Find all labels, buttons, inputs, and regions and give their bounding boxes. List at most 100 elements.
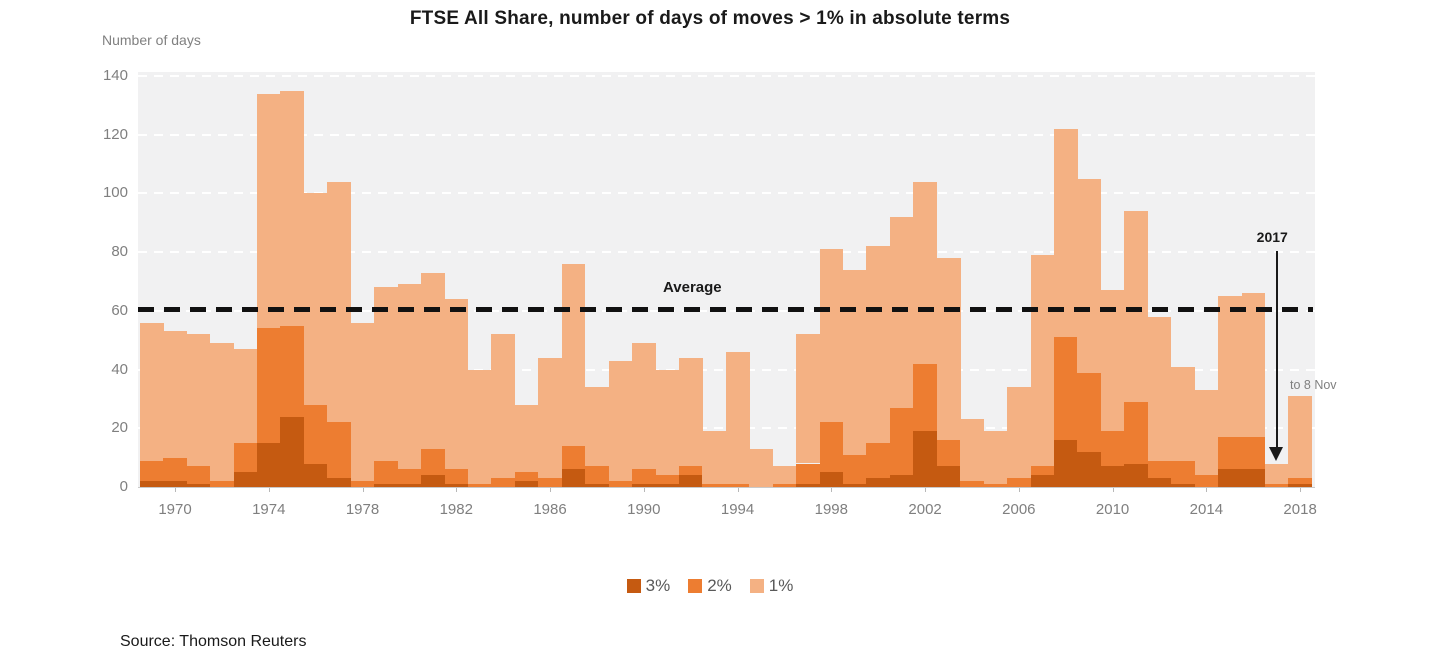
bar-1974-segment-3pct bbox=[257, 442, 281, 487]
bar-1975-segment-1pct bbox=[280, 90, 305, 326]
bar-1998-segment-2pct bbox=[819, 422, 844, 473]
bar-1973-segment-3pct bbox=[233, 472, 258, 487]
legend-item-3pct: 3% bbox=[626, 576, 671, 596]
bar-1971-segment-3pct bbox=[186, 484, 211, 487]
bar-1992-segment-3pct bbox=[678, 475, 703, 487]
bar-2009-segment-2pct bbox=[1077, 372, 1102, 452]
bar-2000-segment-3pct bbox=[866, 478, 891, 487]
bar-1974-segment-1pct bbox=[257, 93, 281, 329]
bar-1998-segment-3pct bbox=[819, 472, 844, 487]
bar-2006-segment-2pct bbox=[1007, 478, 1031, 487]
bar-1982-segment-2pct bbox=[444, 469, 469, 485]
y-tick-label-20: 20 bbox=[111, 419, 128, 437]
bar-1982-segment-1pct bbox=[444, 299, 469, 470]
bar-2002-segment-1pct bbox=[913, 181, 938, 364]
bar-2015-segment-3pct bbox=[1218, 469, 1242, 487]
bar-1996-segment-1pct bbox=[772, 466, 797, 485]
bar-2012-segment-1pct bbox=[1147, 316, 1172, 461]
bar-1994-segment-2pct bbox=[725, 484, 750, 487]
bar-2017-segment-2pct bbox=[1264, 484, 1289, 487]
x-tick-mark-1978 bbox=[362, 488, 364, 492]
bar-1982-segment-3pct bbox=[444, 484, 469, 487]
bar-2002-segment-3pct bbox=[913, 431, 938, 487]
bar-1997-segment-3pct bbox=[796, 484, 820, 487]
annotation-2017-arrow-line bbox=[1275, 251, 1278, 449]
bar-1969-segment-2pct bbox=[139, 460, 164, 482]
x-tick-label-1986: 1986 bbox=[533, 501, 567, 518]
bar-2004-segment-1pct bbox=[960, 419, 984, 482]
x-tick-label-2002: 2002 bbox=[908, 501, 942, 518]
legend-label-2pct: 2% bbox=[707, 576, 732, 595]
bar-1999-segment-3pct bbox=[843, 484, 867, 487]
y-tick-label-40: 40 bbox=[111, 360, 128, 378]
bar-2018-segment-2pct bbox=[1288, 478, 1313, 485]
bar-2009-segment-1pct bbox=[1077, 178, 1102, 373]
bar-1989-segment-2pct bbox=[608, 481, 633, 487]
bar-1974-segment-2pct bbox=[257, 328, 281, 443]
source-text: Source: Thomson Reuters bbox=[120, 633, 307, 650]
x-tick-mark-1974 bbox=[268, 488, 270, 492]
x-tick-mark-1998 bbox=[831, 488, 833, 492]
bar-1997-segment-2pct bbox=[796, 463, 820, 485]
bar-1991-segment-2pct bbox=[655, 475, 680, 485]
bar-1984-segment-1pct bbox=[491, 334, 516, 479]
bar-2002-segment-2pct bbox=[913, 363, 938, 432]
bar-2005-segment-2pct bbox=[983, 484, 1008, 487]
x-tick-mark-1990 bbox=[643, 488, 645, 492]
bar-2007-segment-3pct bbox=[1030, 475, 1055, 487]
annotation-2017-arrow-head bbox=[1268, 446, 1283, 461]
x-tick-mark-2010 bbox=[1112, 488, 1114, 492]
bar-1986-segment-2pct bbox=[538, 478, 563, 487]
x-tick-mark-2014 bbox=[1206, 488, 1208, 492]
bar-2005-segment-1pct bbox=[983, 431, 1008, 485]
bar-1985-segment-2pct bbox=[514, 472, 539, 482]
legend-label-1pct: 1% bbox=[768, 576, 794, 595]
bar-1981-segment-3pct bbox=[421, 475, 445, 487]
bar-2010-segment-2pct bbox=[1100, 431, 1125, 467]
bar-1990-segment-1pct bbox=[632, 343, 656, 470]
bar-1983-segment-2pct bbox=[468, 484, 492, 487]
bar-2013-segment-3pct bbox=[1171, 484, 1195, 487]
bar-2013-segment-2pct bbox=[1171, 460, 1195, 485]
bar-1970-segment-3pct bbox=[163, 481, 187, 487]
x-tick-label-1994: 1994 bbox=[720, 501, 755, 518]
bar-1987-segment-1pct bbox=[561, 263, 586, 446]
bar-1988-segment-2pct bbox=[585, 466, 609, 485]
bar-1991-segment-3pct bbox=[655, 484, 680, 487]
bar-2003-segment-2pct bbox=[936, 440, 961, 467]
x-tick-label-1970: 1970 bbox=[158, 501, 192, 518]
bar-1987-segment-3pct bbox=[561, 469, 586, 487]
bar-1984-segment-2pct bbox=[491, 478, 516, 487]
bar-1992-segment-1pct bbox=[678, 357, 703, 467]
bar-1969-segment-3pct bbox=[139, 481, 164, 487]
bar-1997-segment-1pct bbox=[796, 334, 820, 464]
bar-2006-segment-1pct bbox=[1007, 387, 1031, 479]
y-tick-label-0: 0 bbox=[119, 478, 128, 495]
bar-2004-segment-2pct bbox=[960, 481, 984, 487]
x-tick-mark-1982 bbox=[456, 488, 458, 492]
legend-swatch-3pct-icon bbox=[626, 579, 641, 593]
bar-1978-segment-1pct bbox=[350, 322, 375, 482]
bar-2010-segment-3pct bbox=[1100, 466, 1125, 487]
bar-1988-segment-1pct bbox=[585, 387, 609, 467]
bar-1976-segment-2pct bbox=[303, 404, 328, 464]
bar-2016-segment-3pct bbox=[1241, 469, 1266, 487]
bar-2016-segment-2pct bbox=[1241, 437, 1266, 470]
legend-label-3pct: 3% bbox=[645, 576, 671, 595]
bar-1979-segment-1pct bbox=[374, 287, 398, 461]
bar-2007-segment-2pct bbox=[1030, 466, 1055, 476]
bar-2012-segment-2pct bbox=[1147, 460, 1172, 479]
bar-1969-segment-1pct bbox=[139, 322, 164, 461]
y-tick-label-100: 100 bbox=[102, 184, 128, 202]
x-tick-label-1990: 1990 bbox=[627, 501, 661, 518]
bar-1988-segment-3pct bbox=[585, 484, 609, 487]
bar-1971-segment-1pct bbox=[186, 334, 211, 467]
gridline-140 bbox=[138, 75, 1315, 77]
bar-1992-segment-2pct bbox=[678, 466, 703, 476]
bar-1991-segment-1pct bbox=[655, 369, 680, 476]
bar-2015-segment-1pct bbox=[1218, 296, 1242, 438]
bar-2008-segment-3pct bbox=[1054, 440, 1078, 487]
legend: 3% 2% 1% bbox=[0, 576, 1420, 596]
annotation-2017-label: 2017 bbox=[1256, 229, 1288, 245]
